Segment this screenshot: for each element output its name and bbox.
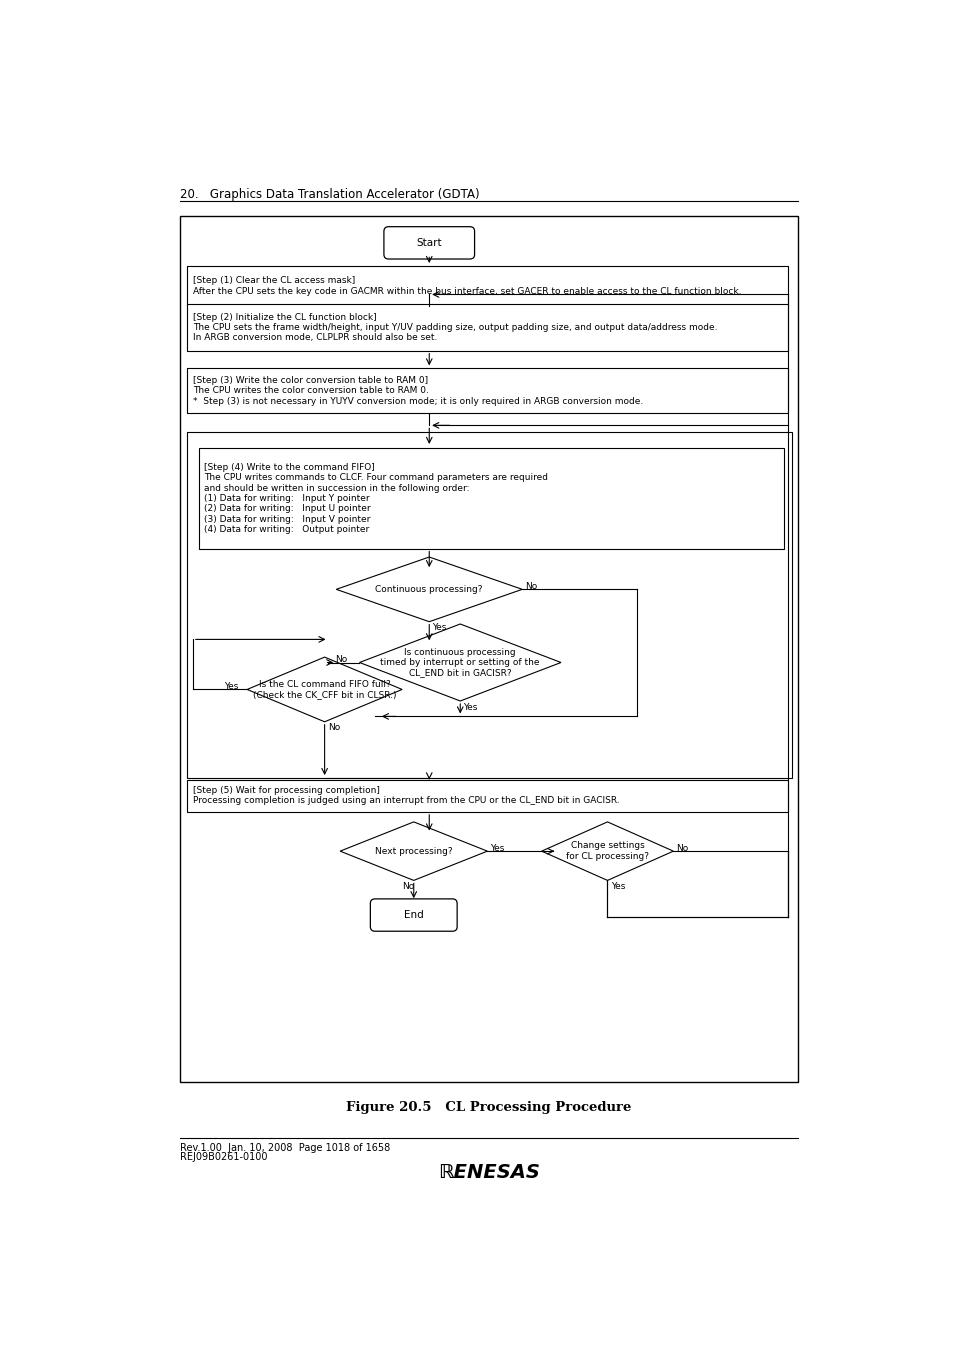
Text: REJ09B0261-0100: REJ09B0261-0100 <box>179 1152 267 1162</box>
Bar <box>179 216 798 1083</box>
Bar <box>187 369 787 413</box>
Text: Start: Start <box>416 238 441 248</box>
Text: No: No <box>676 844 688 853</box>
Text: ℝENESAS: ℝENESAS <box>437 1162 539 1181</box>
Polygon shape <box>335 558 521 622</box>
Text: [Step (1) Clear the CL access mask]
After the CPU sets the key code in GACMR wit: [Step (1) Clear the CL access mask] Afte… <box>193 277 740 296</box>
Text: Yes: Yes <box>610 882 624 891</box>
Text: Is the CL command FIFO full?
(Check the CK_CFF bit in CLSR.): Is the CL command FIFO full? (Check the … <box>253 680 395 699</box>
Text: [Step (5) Wait for processing completion]
Processing completion is judged using : [Step (5) Wait for processing completion… <box>193 786 618 806</box>
Text: [Step (2) Initialize the CL function block]
The CPU sets the frame width/height,: [Step (2) Initialize the CL function blo… <box>193 313 717 343</box>
Polygon shape <box>541 822 673 880</box>
Text: Yes: Yes <box>463 702 477 711</box>
Text: [Step (4) Write to the command FIFO]
The CPU writes commands to CLCF. Four comma: [Step (4) Write to the command FIFO] The… <box>204 463 548 535</box>
Polygon shape <box>247 657 402 722</box>
Text: Yes: Yes <box>432 624 446 632</box>
Bar <box>187 432 791 778</box>
Text: Continuous processing?: Continuous processing? <box>375 585 482 594</box>
Bar <box>187 266 787 306</box>
Text: Is continuous processing
timed by interrupt or setting of the
CL_END bit in GACI: Is continuous processing timed by interr… <box>380 648 539 678</box>
Text: No: No <box>525 582 537 591</box>
Text: 20.   Graphics Data Translation Accelerator (GDTA): 20. Graphics Data Translation Accelerato… <box>179 188 478 201</box>
Text: [Step (3) Write the color conversion table to RAM 0]
The CPU writes the color co: [Step (3) Write the color conversion tab… <box>193 375 642 405</box>
FancyBboxPatch shape <box>370 899 456 931</box>
Bar <box>187 305 787 351</box>
Text: Yes: Yes <box>224 682 238 691</box>
Text: Yes: Yes <box>490 844 504 853</box>
Text: No: No <box>402 882 414 891</box>
Polygon shape <box>340 822 487 880</box>
Text: End: End <box>403 910 423 921</box>
Text: No: No <box>328 724 339 733</box>
FancyBboxPatch shape <box>383 227 474 259</box>
Text: Next processing?: Next processing? <box>375 846 452 856</box>
Bar <box>187 779 787 811</box>
Bar <box>199 448 783 548</box>
Text: Change settings
for CL processing?: Change settings for CL processing? <box>565 841 648 861</box>
Text: Rev.1.00  Jan. 10, 2008  Page 1018 of 1658: Rev.1.00 Jan. 10, 2008 Page 1018 of 1658 <box>179 1142 390 1153</box>
Polygon shape <box>359 624 560 701</box>
Text: Figure 20.5   CL Processing Procedure: Figure 20.5 CL Processing Procedure <box>346 1102 631 1114</box>
Text: No: No <box>335 655 347 664</box>
